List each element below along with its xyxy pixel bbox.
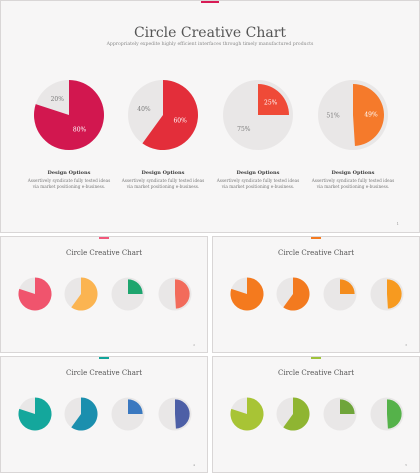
- pie-rest-label: 20%: [51, 96, 65, 103]
- pie-chart-4: [370, 397, 404, 431]
- slide-title: Circle Creative Chart: [277, 249, 355, 257]
- pie-value-slice: [340, 399, 355, 414]
- pie-value-slice: [71, 397, 98, 431]
- slide-2[interactable]: Circle Creative Chart 2: [0, 236, 208, 353]
- pie-chart-3: [323, 397, 357, 431]
- pie-value-label: 25%: [264, 99, 278, 106]
- pie-chart-1: [230, 397, 264, 431]
- caption-line-1: Assertively syndicate fully tested ideas: [27, 178, 111, 183]
- pie-chart-3: [323, 277, 357, 311]
- pie-value-slice: [18, 397, 52, 431]
- caption-line-2: via market positioning e-business.: [316, 184, 390, 190]
- slide-accent-bar: [311, 237, 321, 239]
- pie-chart-2: [276, 397, 310, 431]
- caption-title-1: Design Options: [47, 170, 91, 176]
- page-number: 1: [396, 221, 399, 226]
- caption-title-2: Design Options: [141, 170, 185, 176]
- pie-value-label: 80%: [73, 127, 87, 134]
- caption-line-2: via market positioning e-business.: [32, 184, 106, 190]
- caption-line-2: via market positioning e-business.: [126, 184, 200, 190]
- pie-value-slice: [33, 80, 104, 150]
- pie-chart-2: [276, 277, 310, 311]
- pie-chart-2: [64, 277, 98, 311]
- pie-value-slice: [128, 279, 143, 294]
- pie-chart-3: 25% 75%: [223, 80, 293, 150]
- page-number: 3: [405, 343, 407, 347]
- pie-value-slice: [175, 279, 190, 309]
- pie-chart-4: [158, 397, 192, 431]
- pie-value-slice: [142, 80, 198, 150]
- slide-accent-bar: [311, 357, 321, 359]
- caption-line-1: Assertively syndicate fully tested ideas: [311, 178, 395, 183]
- pie-value-slice: [283, 277, 310, 311]
- caption-text-3: Assertively syndicate fully tested ideas…: [204, 178, 312, 190]
- pie-value-slice: [230, 397, 264, 431]
- caption-title-3: Design Options: [236, 170, 280, 176]
- pie-value-slice: [230, 277, 264, 311]
- page-number: 4: [193, 463, 195, 467]
- pie-chart-4: [158, 277, 192, 311]
- pie-value-slice: [71, 277, 98, 311]
- pie-value-slice: [258, 84, 289, 115]
- caption-text-1: Assertively syndicate fully tested ideas…: [15, 178, 123, 190]
- slide-title: Circle Creative Chart: [277, 369, 355, 377]
- slide-title: Circle Creative Chart: [65, 369, 143, 377]
- slide-1[interactable]: Circle Creative Chart Appropriately expe…: [0, 0, 420, 233]
- pie-chart-1: [230, 277, 264, 311]
- slide-subtitle: Appropriately expedite highly efficient …: [106, 42, 314, 47]
- pie-value-slice: [387, 279, 402, 309]
- pie-rest-label: 75%: [237, 126, 251, 133]
- pie-chart-4: [370, 277, 404, 311]
- page-number: 5: [405, 463, 407, 467]
- pie-rest-label: 51%: [326, 113, 340, 120]
- pie-value-slice: [175, 399, 190, 429]
- caption-text-4: Assertively syndicate fully tested ideas…: [299, 178, 407, 190]
- slide-4[interactable]: Circle Creative Chart 4: [0, 356, 208, 473]
- pie-chart-2: [64, 397, 98, 431]
- slide-accent-bar: [99, 237, 109, 239]
- pie-value-slice: [387, 399, 402, 429]
- pie-chart-2: 60% 40%: [128, 80, 198, 150]
- pie-chart-1: [18, 277, 52, 311]
- slide-title: Circle Creative Chart: [133, 25, 287, 41]
- caption-text-2: Assertively syndicate fully tested ideas…: [109, 178, 217, 190]
- caption-line-1: Assertively syndicate fully tested ideas: [121, 178, 205, 183]
- pie-chart-1: [18, 397, 52, 431]
- page-number: 2: [193, 343, 195, 347]
- pie-chart-1: 80% 20%: [33, 80, 104, 150]
- slide-3[interactable]: Circle Creative Chart 3: [212, 236, 420, 353]
- pie-value-slice: [283, 397, 310, 431]
- slide-accent-bar: [99, 357, 109, 359]
- pie-chart-4: 49% 51%: [318, 80, 388, 150]
- pie-value-slice: [340, 279, 355, 294]
- pie-value-slice: [353, 84, 384, 146]
- pie-value-slice: [18, 277, 52, 311]
- pie-value-slice: [128, 399, 143, 414]
- pie-rest-label: 40%: [137, 106, 151, 113]
- pie-chart-3: [111, 397, 145, 431]
- caption-line-1: Assertively syndicate fully tested ideas: [216, 178, 300, 183]
- slide-title: Circle Creative Chart: [65, 249, 143, 257]
- slide-accent-bar: [201, 1, 219, 3]
- caption-line-2: via market positioning e-business.: [221, 184, 295, 190]
- caption-title-4: Design Options: [331, 170, 375, 176]
- slide-5[interactable]: Circle Creative Chart 5: [212, 356, 420, 473]
- pie-chart-3: [111, 277, 145, 311]
- pie-value-label: 49%: [364, 111, 378, 118]
- pie-value-label: 60%: [173, 118, 187, 125]
